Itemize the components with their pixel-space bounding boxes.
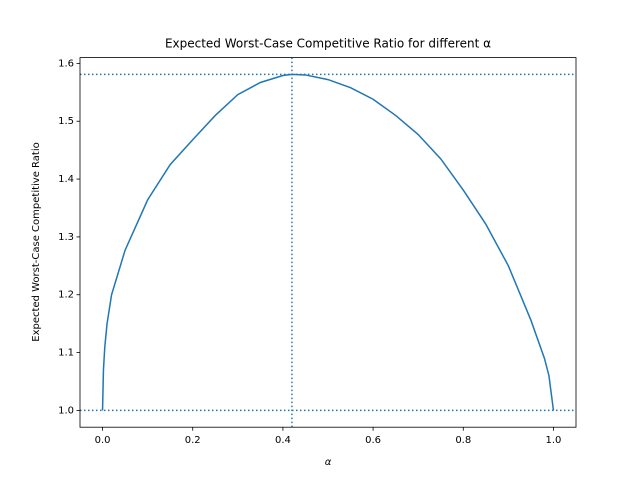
y-tick-label: 1.4 xyxy=(58,174,74,185)
y-tick-label: 1.1 xyxy=(58,348,74,359)
x-tick-label: 0.2 xyxy=(185,435,201,446)
chart-title: Expected Worst-Case Competitive Ratio fo… xyxy=(165,37,491,51)
y-tick-label: 1.6 xyxy=(58,58,74,69)
y-axis-label: Expected Worst-Case Competitive Ratio xyxy=(31,142,42,341)
x-tick-label: 0.8 xyxy=(455,435,471,446)
axes-frame xyxy=(79,57,577,428)
x-tick-label: 0.0 xyxy=(95,435,111,446)
y-tick-label: 1.3 xyxy=(58,232,74,243)
y-tick-label: 1.2 xyxy=(58,290,74,301)
y-tick-label: 1.0 xyxy=(58,405,74,416)
x-axis-label: α xyxy=(325,457,332,468)
x-tick-label: 0.4 xyxy=(275,435,291,446)
y-tick-label: 1.5 xyxy=(58,116,74,127)
x-tick-label: 1.0 xyxy=(546,435,562,446)
data-line xyxy=(101,73,555,411)
x-tick-label: 0.6 xyxy=(365,435,381,446)
